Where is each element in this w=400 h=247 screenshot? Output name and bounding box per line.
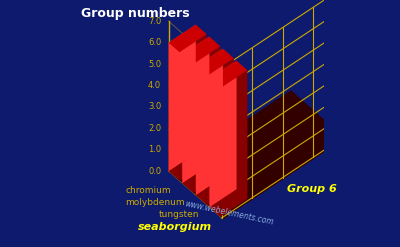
Text: Group 6: Group 6 bbox=[286, 184, 336, 194]
Polygon shape bbox=[193, 46, 220, 193]
Text: www.webelements.com: www.webelements.com bbox=[184, 200, 275, 227]
Polygon shape bbox=[180, 34, 207, 181]
Text: Group numbers: Group numbers bbox=[82, 7, 190, 21]
Text: 6.0: 6.0 bbox=[148, 38, 161, 47]
Polygon shape bbox=[196, 49, 223, 195]
Polygon shape bbox=[169, 25, 207, 52]
Text: 1.0: 1.0 bbox=[148, 145, 161, 154]
Text: 0.0: 0.0 bbox=[148, 167, 161, 176]
Text: 4.0: 4.0 bbox=[148, 81, 161, 90]
Polygon shape bbox=[209, 61, 236, 207]
Polygon shape bbox=[209, 79, 220, 217]
Polygon shape bbox=[169, 25, 196, 171]
Text: 5.0: 5.0 bbox=[148, 60, 161, 69]
Text: 2.0: 2.0 bbox=[148, 124, 161, 133]
Text: molybdenum: molybdenum bbox=[126, 198, 185, 207]
Text: 3.0: 3.0 bbox=[148, 103, 161, 111]
Polygon shape bbox=[169, 90, 345, 219]
Polygon shape bbox=[182, 37, 220, 64]
Polygon shape bbox=[196, 49, 234, 76]
Text: tungsten: tungsten bbox=[158, 210, 199, 219]
Polygon shape bbox=[209, 61, 248, 88]
Polygon shape bbox=[182, 55, 193, 193]
Text: seaborgium: seaborgium bbox=[138, 222, 212, 232]
Polygon shape bbox=[182, 37, 209, 183]
Text: 7.0: 7.0 bbox=[148, 17, 161, 26]
Text: chromium: chromium bbox=[126, 186, 172, 195]
Polygon shape bbox=[220, 70, 248, 217]
Polygon shape bbox=[207, 58, 234, 205]
Polygon shape bbox=[169, 43, 180, 181]
Polygon shape bbox=[196, 67, 207, 205]
